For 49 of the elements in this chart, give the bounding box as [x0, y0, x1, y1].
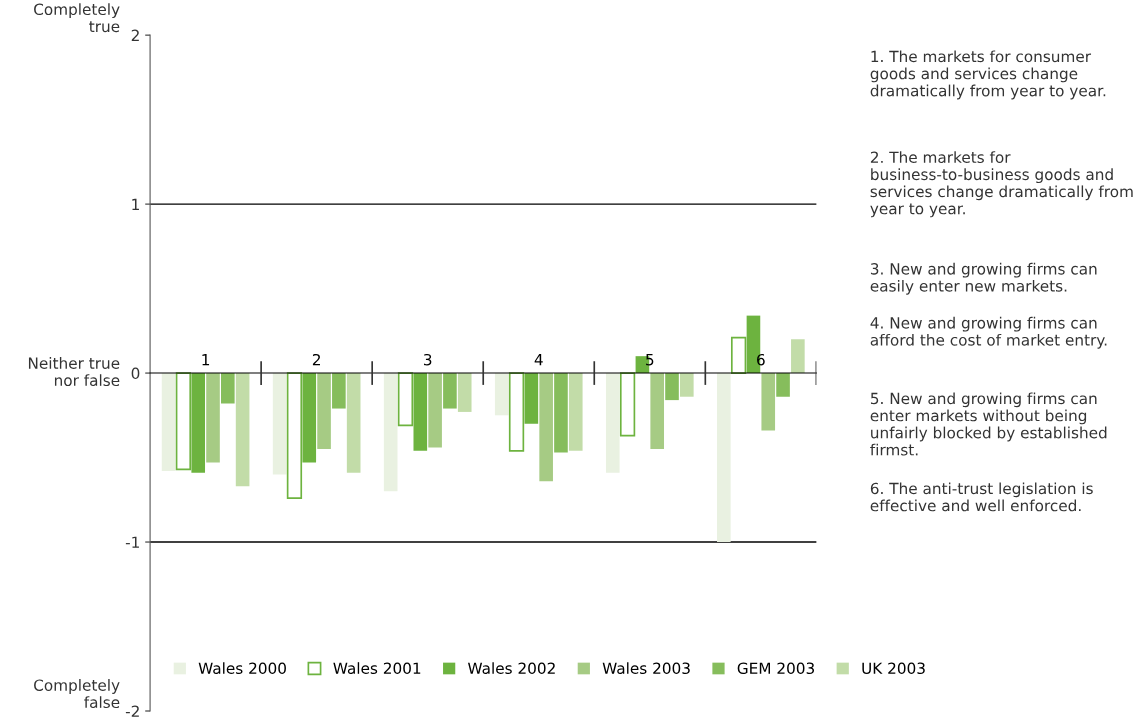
legend-label: Wales 2001 — [333, 662, 421, 675]
bar — [235, 373, 250, 487]
bar — [680, 373, 694, 397]
bar — [332, 373, 346, 409]
bar — [272, 373, 287, 475]
y-tick-label: 0 — [131, 367, 140, 380]
x-tick-label: 1 — [202, 354, 210, 366]
bar — [346, 373, 361, 473]
y-tick-label: 2 — [131, 29, 139, 41]
bar — [791, 339, 805, 374]
bar — [443, 373, 457, 409]
legend-label: UK 2003 — [862, 662, 925, 675]
bar — [605, 373, 620, 473]
bar — [717, 373, 731, 543]
text: 5. New and growing firms can enter markets without being unfairly blocked by established firmst. — [870, 392, 1107, 456]
text: Completely true — [34, 3, 120, 33]
bar — [619, 372, 636, 437]
text: 6. The anti-trust legislation is effective and well enforced. — [870, 482, 1093, 512]
bar — [221, 373, 235, 404]
bar — [665, 373, 679, 401]
bar — [206, 373, 220, 463]
legend-label: Wales 2000 — [198, 662, 286, 675]
bar — [457, 373, 472, 412]
text: 3. New and growing firms can easily enter new markets. — [870, 262, 1097, 295]
bar — [428, 373, 442, 448]
text: Neither true nor false — [28, 357, 120, 387]
y-tick-label: -2 — [125, 705, 139, 717]
bar — [383, 373, 398, 492]
y-tick-label: 1 — [132, 198, 139, 210]
bar — [568, 373, 583, 451]
bar — [776, 373, 790, 397]
bar — [317, 373, 331, 450]
text: 4. New and growing firms can afford the cost of market entry. — [870, 316, 1107, 349]
bar — [539, 373, 553, 482]
bar — [494, 373, 509, 416]
x-tick-label: 3 — [424, 353, 432, 366]
x-tick-label: 2 — [312, 353, 320, 366]
x-tick-label: 4 — [534, 354, 543, 366]
bar — [554, 373, 568, 453]
bar — [650, 373, 665, 450]
y-tick-label: -1 — [125, 536, 139, 548]
legend-label: Wales 2003 — [602, 662, 690, 675]
legend-label: GEM 2003 — [737, 662, 815, 675]
bar — [161, 373, 176, 472]
text: Completely false — [34, 679, 120, 709]
legend-label: Wales 2002 — [467, 662, 555, 675]
bar — [761, 373, 776, 431]
text: 2. The markets for business-to-business goods and services change dramatically from year to year. — [870, 151, 1133, 218]
text: 1. The markets for consumer goods and services change dramatically from year to year. — [870, 50, 1106, 100]
